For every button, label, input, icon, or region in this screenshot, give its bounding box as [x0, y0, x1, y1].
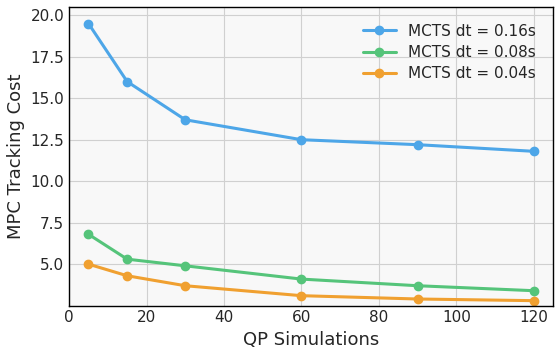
Line: MCTS dt = 0.08s: MCTS dt = 0.08s — [85, 230, 538, 295]
MCTS dt = 0.04s — [414, 297, 421, 301]
Line: MCTS dt = 0.16s: MCTS dt = 0.16s — [85, 19, 538, 156]
Line: MCTS dt = 0.04s: MCTS dt = 0.04s — [85, 260, 538, 305]
MCTS dt = 0.04s — [530, 299, 537, 303]
Legend: MCTS dt = 0.16s, MCTS dt = 0.08s, MCTS dt = 0.04s: MCTS dt = 0.16s, MCTS dt = 0.08s, MCTS d… — [353, 15, 545, 90]
MCTS dt = 0.08s — [182, 264, 189, 268]
MCTS dt = 0.16s — [182, 117, 189, 122]
Y-axis label: MPC Tracking Cost: MPC Tracking Cost — [7, 74, 25, 239]
MCTS dt = 0.16s — [298, 137, 305, 142]
MCTS dt = 0.16s — [414, 142, 421, 147]
MCTS dt = 0.08s — [124, 257, 130, 261]
MCTS dt = 0.16s — [85, 21, 92, 26]
X-axis label: QP Simulations: QP Simulations — [243, 331, 379, 349]
MCTS dt = 0.08s — [85, 232, 92, 236]
MCTS dt = 0.16s — [530, 149, 537, 153]
MCTS dt = 0.04s — [85, 262, 92, 266]
MCTS dt = 0.04s — [182, 284, 189, 288]
MCTS dt = 0.16s — [124, 79, 130, 84]
MCTS dt = 0.04s — [124, 274, 130, 278]
MCTS dt = 0.08s — [298, 277, 305, 281]
MCTS dt = 0.04s — [298, 294, 305, 298]
MCTS dt = 0.08s — [530, 289, 537, 293]
MCTS dt = 0.08s — [414, 284, 421, 288]
